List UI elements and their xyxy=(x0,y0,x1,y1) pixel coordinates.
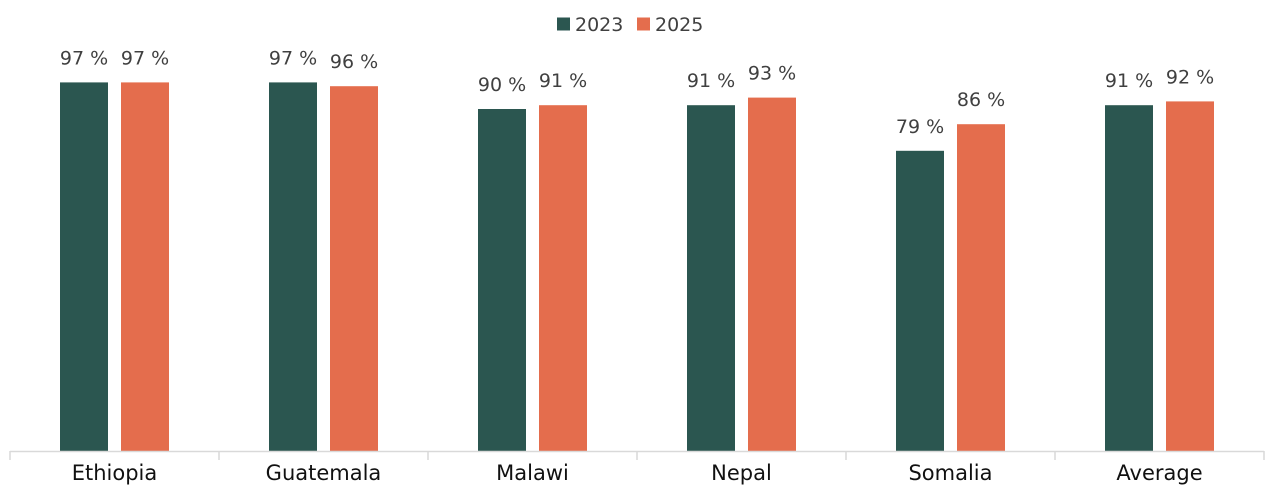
bars-group xyxy=(60,82,1214,452)
legend-label-2023: 2023 xyxy=(575,14,623,36)
bar-malawi-2023 xyxy=(478,109,526,451)
data-label-malawi-2025: 91 % xyxy=(539,70,587,92)
data-label-somalia-2023: 79 % xyxy=(896,116,944,138)
bar-somalia-2023 xyxy=(896,150,944,452)
data-label-average-2025: 92 % xyxy=(1166,66,1214,88)
bar-average-2025 xyxy=(1166,101,1214,452)
data-label-ethiopia-2023: 97 % xyxy=(60,47,108,69)
data-label-malawi-2023: 90 % xyxy=(478,74,526,96)
legend-swatch-2023 xyxy=(557,17,570,31)
bar-ethiopia-2023 xyxy=(60,82,108,452)
bar-nepal-2023 xyxy=(687,105,735,451)
data-label-nepal-2025: 93 % xyxy=(748,63,796,85)
category-label-nepal: Nepal xyxy=(711,461,772,485)
data-label-average-2023: 91 % xyxy=(1105,70,1153,92)
bar-guatemala-2023 xyxy=(269,82,317,452)
bar-malawi-2025 xyxy=(539,105,587,451)
bar-somalia-2025 xyxy=(957,124,1005,451)
bar-guatemala-2025 xyxy=(330,86,378,451)
data-label-guatemala-2025: 96 % xyxy=(330,51,378,73)
data-label-somalia-2025: 86 % xyxy=(957,89,1005,111)
data-label-ethiopia-2025: 97 % xyxy=(121,47,169,69)
data-labels-group: 97 % 97 % 97 % 96 % 90 % 91 % 91 % 93 % 79 % 86 %… xyxy=(60,47,1214,137)
category-label-ethiopia: Ethiopia xyxy=(72,461,158,485)
legend-label-2025: 2025 xyxy=(655,14,703,36)
x-axis xyxy=(9,450,1265,460)
category-label-malawi: Malawi xyxy=(496,461,569,485)
category-label-average: Average xyxy=(1116,461,1202,485)
data-label-guatemala-2023: 97 % xyxy=(269,47,317,69)
data-label-nepal-2023: 91 % xyxy=(687,70,735,92)
category-label-guatemala: Guatemala xyxy=(266,461,382,485)
bar-nepal-2025 xyxy=(748,97,796,451)
bar-ethiopia-2025 xyxy=(121,82,169,452)
category-label-somalia: Somalia xyxy=(908,461,992,485)
legend-swatch-2025 xyxy=(637,17,650,31)
category-labels-group: Ethiopia Guatemala Malawi Nepal Somalia Avera… xyxy=(72,461,1203,485)
bar-average-2023 xyxy=(1105,105,1153,451)
chart-legend: 2023 2025 xyxy=(557,14,703,36)
